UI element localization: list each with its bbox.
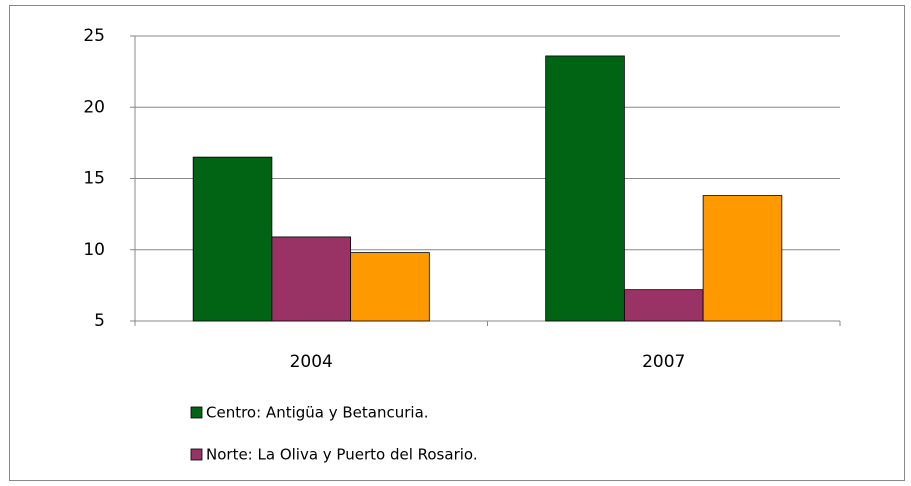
x-tick-label: 2004 — [290, 352, 333, 372]
y-tick-label: 5 — [94, 311, 105, 331]
bar — [350, 252, 430, 322]
bar — [702, 195, 783, 322]
legend-swatch — [190, 448, 203, 461]
x-tick-label: 2007 — [642, 352, 685, 372]
legend-swatch — [190, 406, 203, 419]
bar — [192, 156, 273, 322]
y-tick-label: 10 — [83, 240, 105, 260]
legend-text: Norte: La Oliva y Puerto del Rosario. — [206, 446, 478, 464]
legend-text: Centro: Antigüa y Betancuria. — [206, 404, 429, 422]
y-tick-label: 25 — [83, 26, 105, 46]
y-tick-label: 15 — [83, 169, 105, 189]
bar — [271, 236, 352, 322]
bar — [545, 55, 625, 322]
y-tick-label: 20 — [83, 97, 105, 117]
bar — [623, 289, 704, 322]
